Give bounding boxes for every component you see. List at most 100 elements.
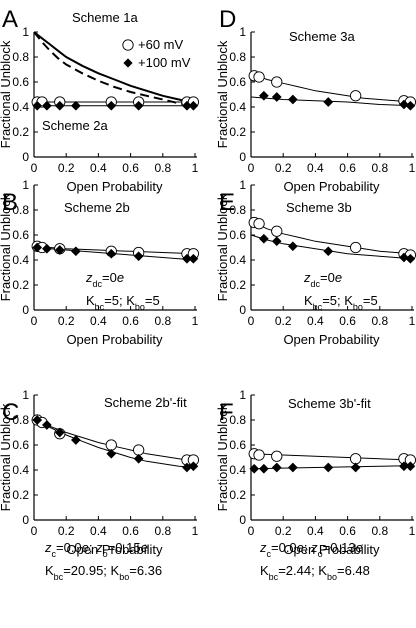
panel-letter: D	[219, 6, 236, 33]
point-100-mv	[54, 245, 65, 255]
legend: +60 mV +100 mV	[122, 37, 191, 70]
panel-letter: A	[2, 6, 18, 33]
y-tick-label: 0.2	[12, 125, 29, 139]
legend-label: +60 mV	[138, 37, 183, 52]
y-tick-label: 0.4	[229, 100, 246, 114]
point-100-mv	[258, 233, 269, 244]
scheme-label: Scheme 3b	[286, 200, 352, 215]
y-tick-label: 1	[239, 25, 246, 39]
y-tick-label: 0.8	[229, 413, 246, 427]
x-axis-label: Open Probability	[66, 179, 163, 194]
point-60-mv	[253, 71, 265, 83]
x-tick-label: 0	[248, 524, 255, 538]
y-tick-label: 1	[239, 388, 246, 402]
x-tick-label: 1	[409, 524, 416, 538]
point-100-mv	[70, 435, 81, 445]
x-tick-label: 0.4	[307, 161, 324, 175]
point-100-mv	[287, 462, 298, 473]
x-tick-label: 1	[409, 314, 416, 328]
legend-circle-marker	[122, 39, 134, 51]
panel-letter: E	[219, 189, 235, 216]
x-tick-label: 0.8	[371, 524, 388, 538]
point-100-mv	[106, 100, 117, 111]
y-tick-label: 1	[22, 25, 29, 39]
parameter-text: Kbc=20.95; Kbo=6.36	[45, 563, 162, 582]
point-100-mv	[54, 427, 65, 438]
point-100-mv	[133, 453, 144, 464]
y-tick-label: 0.6	[229, 438, 246, 452]
y-tick-label: 0.2	[12, 278, 29, 292]
panel-c: C 0 0.2 0.4 0.6 0.8 1 0 0.2 0.4 0.6 0.8 1 Open Probab…	[0, 388, 200, 582]
y-tick-label: 0.4	[12, 100, 29, 114]
point-100-mv	[271, 236, 282, 247]
x-tick-label: 0.6	[339, 524, 356, 538]
point-100-mv	[188, 100, 199, 111]
point-100-mv	[271, 462, 282, 473]
x-tick-label: 0.4	[90, 314, 107, 328]
x-tick-label: 1	[192, 314, 199, 328]
x-tick-label: 0.6	[122, 524, 139, 538]
point-60-mv	[253, 449, 265, 461]
point-100-mv	[32, 242, 43, 253]
y-tick-label: 0	[22, 150, 29, 164]
x-axis-label: Open Probability	[66, 542, 163, 557]
point-100-mv	[41, 420, 52, 430]
y-tick-label: 0	[239, 513, 246, 527]
x-tick-label: 0.4	[90, 161, 107, 175]
x-axis-label: Open Probability	[283, 332, 380, 347]
panel-letter: F	[219, 399, 234, 426]
panel-e: E 0 0.2 0.4 0.6 0.8 1 0 0.2 0.4 0.6 0.8 1 Open Probab…	[215, 178, 416, 347]
x-tick-label: 0.2	[275, 161, 292, 175]
y-tick-label: 0.8	[229, 50, 246, 64]
point-100-mv	[258, 463, 269, 474]
y-tick-label: 1	[22, 388, 29, 402]
point-100-mv	[70, 246, 81, 257]
fit-curve-1	[34, 31, 196, 105]
x-tick-label: 0.4	[90, 524, 107, 538]
parameter-text: zc=0.0e; zo=0.13e	[259, 540, 363, 559]
point-100-mv	[405, 461, 416, 472]
x-tick-label: 0.8	[154, 524, 171, 538]
point-100-mv	[405, 100, 416, 111]
y-tick-label: 0.6	[229, 75, 246, 89]
scheme-label: Scheme 2b'-fit	[104, 395, 187, 410]
parameter-text: zdc=0e	[303, 270, 342, 289]
y-tick-label: 0	[239, 303, 246, 317]
y-axis-label: Fractional Unblock	[0, 193, 13, 301]
x-tick-label: 0.8	[154, 314, 171, 328]
point-100-mv	[405, 253, 416, 264]
y-tick-label: 0.2	[12, 488, 29, 502]
x-tick-label: 0.6	[122, 161, 139, 175]
y-axis-label: Fractional Unblock	[0, 403, 13, 511]
scheme-label: Scheme 3a	[289, 29, 356, 44]
point-100-mv	[133, 100, 144, 111]
x-tick-label: 0.2	[58, 524, 75, 538]
parameter-text: Kbc=2.44; Kbo=6.48	[260, 563, 370, 582]
panel-b: B 0 0.2 0.4 0.6 0.8 1 0 0.2 0.4 0.6 0.8 1 Open Probab…	[0, 178, 200, 347]
point-60-mv	[271, 450, 283, 462]
point-100-mv	[287, 241, 298, 252]
x-tick-label: 0.6	[339, 161, 356, 175]
point-100-mv	[70, 100, 81, 111]
parameter-text: Kbc=5; Kbo=5	[304, 293, 378, 312]
parameter-text: zc=0.0e; zo=0.15e	[44, 540, 148, 559]
scheme-label: Scheme 1a	[72, 10, 139, 25]
y-axis-label: Fractional Unblock	[215, 403, 230, 511]
point-100-mv	[32, 415, 43, 425]
x-tick-label: 1	[192, 161, 199, 175]
x-tick-label: 1	[409, 161, 416, 175]
x-tick-label: 0.6	[122, 314, 139, 328]
point-100-mv	[398, 99, 409, 110]
point-100-mv	[41, 100, 52, 111]
y-tick-label: 0	[22, 513, 29, 527]
y-tick-label: 0	[22, 303, 29, 317]
panel-f: F 0 0.2 0.4 0.6 0.8 1 0 0.2 0.4 0.6 0.8 1 Open Probab…	[215, 388, 416, 582]
point-100-mv	[54, 100, 65, 111]
y-tick-label: 0.8	[12, 50, 29, 64]
point-100-mv	[133, 251, 144, 262]
x-axis-label: Open Probability	[283, 542, 380, 557]
y-axis-label: Fractional Unblock	[215, 193, 230, 301]
parameter-text: zdc=0e	[85, 270, 124, 289]
